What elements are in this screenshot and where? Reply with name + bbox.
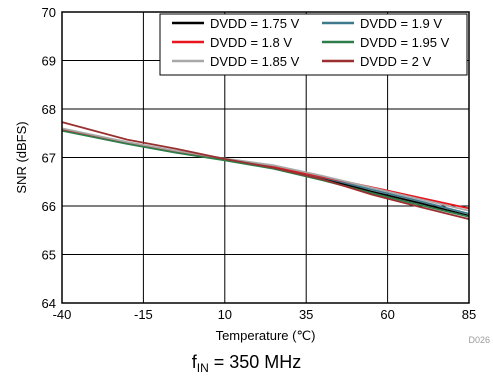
x-axis-label: Temperature (℃) bbox=[216, 328, 316, 343]
x-tick-label: -40 bbox=[53, 307, 72, 322]
plot-frame bbox=[61, 11, 470, 304]
tick-labels: -40 -15 10 35 60 85 64 65 66 67 68 69 70 bbox=[42, 5, 477, 322]
caption-subscript: IN bbox=[196, 361, 209, 375]
series-line bbox=[61, 121, 470, 220]
x-tick-label: 85 bbox=[462, 307, 476, 322]
figure-caption: fIN = 350 MHz bbox=[0, 352, 493, 375]
legend-box bbox=[159, 13, 468, 76]
y-tick-label: 66 bbox=[42, 199, 56, 214]
caption-prefix: f bbox=[191, 352, 197, 372]
legend-entry-label: DVDD = 1.85 V bbox=[210, 54, 300, 69]
y-tick-label: 64 bbox=[42, 296, 56, 311]
legend-entry-label: DVDD = 1.9 V bbox=[360, 16, 442, 31]
legend-entry-label: DVDD = 1.95 V bbox=[360, 35, 450, 50]
caption-suffix: = 350 MHz bbox=[208, 352, 302, 372]
x-tick-label: 10 bbox=[218, 307, 232, 322]
y-tick-label: 68 bbox=[42, 102, 56, 117]
y-tick-label: 69 bbox=[42, 54, 56, 69]
y-axis-label: SNR (dBFS) bbox=[14, 121, 29, 193]
y-tick-label: 70 bbox=[42, 5, 56, 20]
series-lines bbox=[61, 121, 470, 220]
x-tick-label: 35 bbox=[299, 307, 313, 322]
legend: DVDD = 1.75 V DVDD = 1.9 V DVDD = 1.8 V DVD… bbox=[159, 13, 468, 76]
series-line bbox=[61, 127, 470, 212]
legend-entry-label: DVDD = 1.75 V bbox=[210, 16, 300, 31]
x-tick-label: -15 bbox=[134, 307, 153, 322]
series-line bbox=[61, 129, 470, 218]
y-tick-label: 65 bbox=[42, 248, 56, 263]
legend-entry-label: DVDD = 2 V bbox=[360, 54, 431, 69]
x-tick-label: 60 bbox=[380, 307, 394, 322]
figure-id-label: D026 bbox=[468, 335, 490, 345]
snr-vs-temperature-chart: -40 -15 10 35 60 85 64 65 66 67 68 69 70 Temperature… bbox=[14, 5, 490, 345]
y-tick-label: 67 bbox=[42, 151, 56, 166]
legend-entry-label: DVDD = 1.8 V bbox=[210, 35, 292, 50]
